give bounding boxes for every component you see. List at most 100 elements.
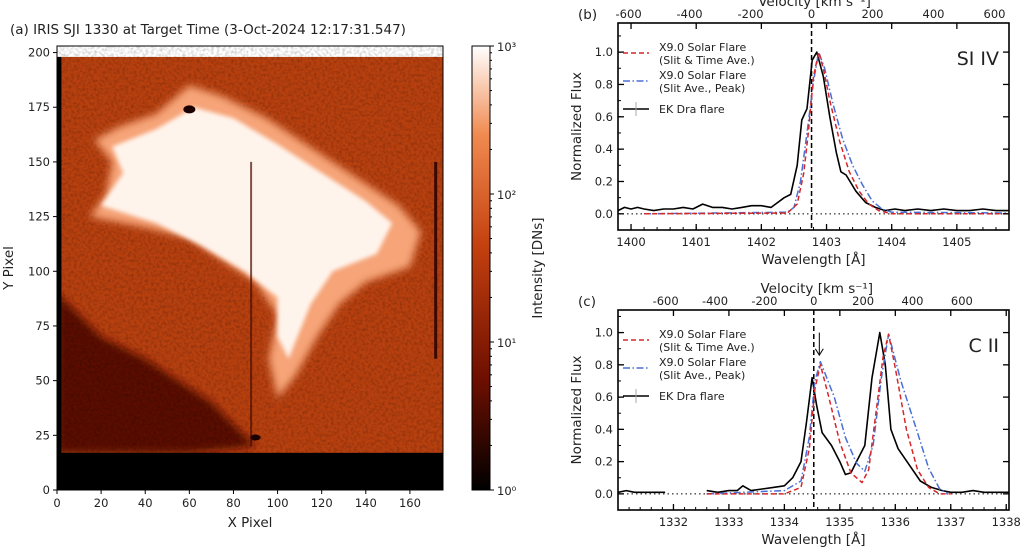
panel-label: (c): [578, 294, 596, 310]
legend-label: X9.0 Solar Flare: [659, 356, 746, 369]
legend-label: EK Dra flare: [659, 103, 725, 116]
legend-label: X9.0 Solar Flare: [659, 41, 746, 54]
legend-label: (Slit & Time Ave.): [659, 341, 755, 354]
wavelength-axis-label: Wavelength [Å]: [761, 251, 865, 268]
series-line-x9-0-solar-flare-slit-ave-peak: [706, 333, 949, 495]
velocity-tick-label: 200: [852, 294, 874, 308]
legend-label: EK Dra flare: [659, 390, 725, 403]
y-tick-label: 0.6: [595, 390, 613, 404]
series-group: [618, 331, 1009, 495]
colorbar-tick-label: 10²: [497, 188, 516, 202]
x-tick-label: 1401: [682, 235, 711, 249]
x-tick-label: 60: [182, 496, 197, 510]
series-line-x9-0-solar-flare-slit-time-ave: [706, 333, 951, 495]
x-tick-label: 1404: [877, 235, 906, 249]
axes-frame: [617, 309, 1010, 511]
panel-label: (b): [578, 7, 597, 23]
velocity-axis-label: Velocity [km s⁻¹]: [760, 281, 873, 297]
x-tick-label: 1405: [942, 235, 971, 249]
y-tick-label: 0.6: [595, 110, 613, 124]
image-axes-frame: [56, 45, 444, 491]
velocity-tick-label: 200: [862, 7, 884, 21]
y-tick-label: 0.8: [595, 77, 613, 91]
velocity-tick-label: -600: [616, 7, 642, 21]
velocity-tick-label: 400: [923, 7, 945, 21]
y-tick-label: 0.4: [595, 142, 613, 156]
x-tick-label: 1338: [992, 515, 1021, 529]
x-tick-label: 80: [226, 496, 241, 510]
legend-label: (Slit & Time Ave.): [659, 54, 755, 67]
velocity-tick-label: 600: [951, 294, 973, 308]
velocity-tick-label: -400: [702, 294, 728, 308]
panel-c-c-ii-spectrum: 1332 1333 1334 1335 1336 1337 1338 0.0 0.2 0.4 0.6…: [569, 281, 1021, 548]
panel-a-image: 0 20 40 60 80 100 120 140 160 0 25 50 75 100 125 150 175…: [1, 22, 546, 531]
panel-b-si-iv-spectrum: 1400 1401 1402 1403 1404 1405 0.0 0.2 0.4 0.6 0.8 1…: [569, 0, 1010, 268]
x-tick-label: 1402: [747, 235, 776, 249]
velocity-tick-label: -200: [738, 7, 764, 21]
legend-label: (Slit Ave., Peak): [659, 82, 745, 95]
x-tick-label: 1337: [936, 515, 965, 529]
y-tick-label: 0.4: [595, 422, 613, 436]
x-tick-label: 120: [311, 496, 333, 510]
velocity-tick-label: -400: [677, 7, 703, 21]
x-tick-label: 1336: [881, 515, 910, 529]
x-tick-label: 1333: [714, 515, 743, 529]
y-tick-label: 0: [43, 483, 50, 497]
image-left-edge: [57, 56, 62, 490]
y-tick-label: 200: [28, 46, 50, 60]
y-tick-label: 50: [35, 374, 50, 388]
y-tick-label: 100: [28, 264, 50, 278]
series-line-x9-0-solar-flare-slit-ave-peak: [644, 51, 1009, 215]
y-tick-label: 0.2: [595, 455, 613, 469]
legend-label: (Slit Ave., Peak): [659, 369, 745, 382]
y-tick-label: 25: [35, 428, 50, 442]
image-right-edge: [434, 161, 438, 359]
line-label: C II: [968, 335, 999, 357]
velocity-axis-label: Velocity [km s⁻¹]: [758, 0, 871, 10]
x-tick-label: 1334: [770, 515, 799, 529]
flare-ribbon-core: [101, 107, 393, 359]
y-tick-label: 0.0: [595, 207, 613, 221]
y-tick-label: 1.0: [595, 326, 613, 340]
velocity-tick-label: 400: [902, 294, 924, 308]
dark-spot: [183, 105, 196, 114]
y-tick-label: 0.8: [595, 358, 613, 372]
dark-spot: [250, 434, 261, 441]
y-tick-label: 1.0: [595, 45, 613, 59]
y-tick-label: 0.2: [595, 174, 613, 188]
x-tick-label: 0: [53, 496, 60, 510]
y-tick-label: 75: [35, 319, 50, 333]
y-tick-label: 125: [28, 210, 50, 224]
colorbar-tick-label: 10³: [497, 40, 517, 54]
colorbar-tick-label: 10¹: [497, 336, 516, 350]
y-tick-label: 150: [28, 155, 50, 169]
colorbar-label: Intensity [DNs]: [530, 217, 546, 318]
colorbar: [471, 45, 491, 491]
x-tick-label: 20: [94, 496, 109, 510]
x-tick-label: 1332: [659, 515, 688, 529]
legend-label: X9.0 Solar Flare: [659, 328, 746, 341]
flux-axis-label: Normalized Flux: [569, 356, 585, 465]
x-axis-label: X Pixel: [228, 515, 273, 531]
image-bottom-band: [57, 452, 443, 490]
y-tick-label: 175: [28, 100, 50, 114]
series-line-ek-dra-flare: [618, 51, 1009, 212]
velocity-tick-label: 0: [810, 294, 817, 308]
velocity-tick-label: 0: [808, 7, 815, 21]
x-tick-label: 1335: [825, 515, 854, 529]
velocity-tick-label: -600: [653, 294, 679, 308]
panel-a-title: (a) IRIS SJI 1330 at Target Time (3-Oct-…: [10, 22, 406, 38]
x-tick-label: 1403: [812, 235, 841, 249]
legend-label: X9.0 Solar Flare: [659, 69, 746, 82]
flux-axis-label: Normalized Flux: [569, 72, 585, 181]
x-tick-label: 140: [355, 496, 377, 510]
series-group: [618, 51, 1009, 215]
series-line-x9-0-solar-flare-slit-time-ave: [644, 51, 1009, 215]
x-tick-label: 160: [399, 496, 421, 510]
velocity-tick-label: 600: [984, 7, 1006, 21]
x-tick-label: 100: [267, 496, 289, 510]
solar-image: [57, 46, 443, 490]
wavelength-axis-label: Wavelength [Å]: [761, 531, 865, 548]
y-axis-label: Y Pixel: [1, 246, 17, 291]
